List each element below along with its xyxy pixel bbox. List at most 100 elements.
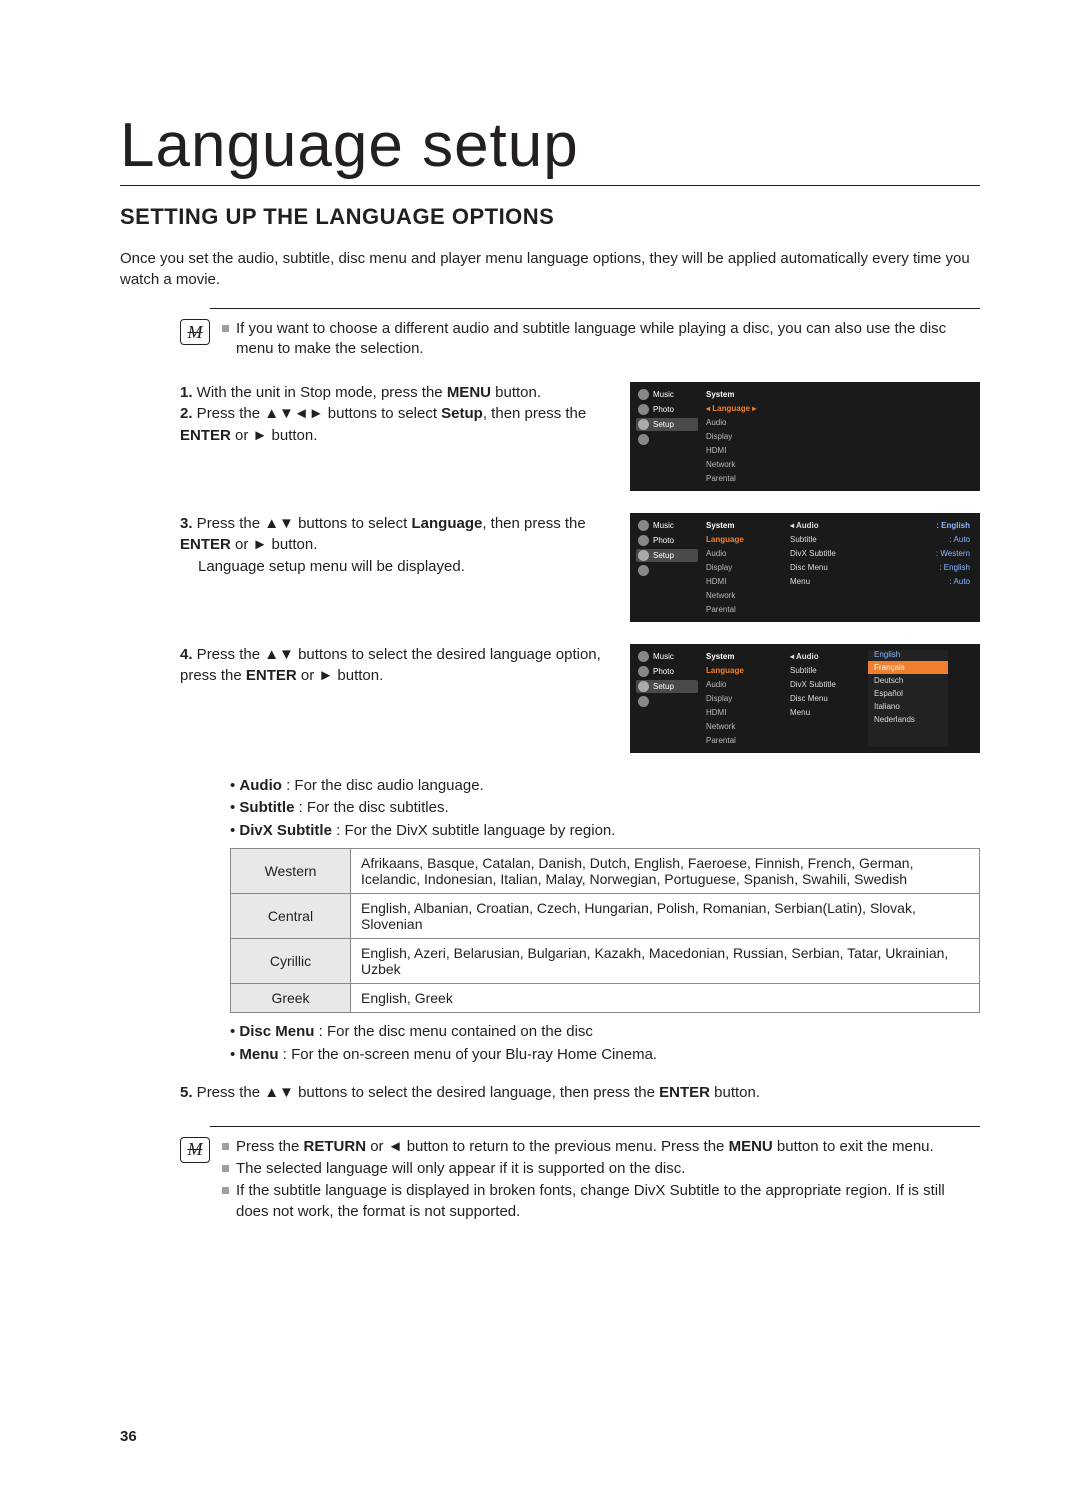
step-number: 3. [180, 515, 193, 532]
step-text: 5. Press the ▲▼ buttons to select the de… [180, 1082, 980, 1104]
photo-icon [638, 404, 649, 415]
m: Parental [702, 603, 782, 616]
section-heading: SETTING UP THE LANGUAGE OPTIONS [120, 204, 980, 230]
t: or ◄ button to return to the previous me… [366, 1138, 729, 1155]
photo-icon [638, 535, 649, 546]
step-number: 5. [180, 1084, 193, 1101]
step-number: 4. [180, 646, 193, 663]
cell: Cyrillic [231, 939, 351, 984]
t: Language [411, 515, 482, 532]
t: : For the disc menu contained on the dis… [314, 1023, 593, 1040]
screenshot-language-dropdown: Music Photo Setup System Language Audio … [630, 644, 980, 753]
t: Language setup menu will be displayed. [198, 556, 610, 578]
note-item: If the subtitle language is displayed in… [222, 1181, 980, 1222]
t: or ► button. [231, 427, 318, 444]
m: Network [702, 589, 782, 602]
m: Language [712, 404, 750, 413]
t: : For the DivX subtitle language by regi… [332, 822, 616, 839]
t: Press the [236, 1138, 304, 1155]
step-row-4: 4. Press the ▲▼ buttons to select the de… [180, 644, 980, 753]
option-definitions: Audio : For the disc audio language. Sub… [230, 775, 980, 1067]
t: ENTER [659, 1084, 710, 1101]
r: Disc Menu [790, 694, 828, 703]
t: Press the ▲▼ buttons to select [193, 515, 412, 532]
l: Photo [653, 536, 674, 545]
gear-icon [638, 681, 649, 692]
m: System [702, 519, 782, 532]
m: HDMI [702, 444, 782, 457]
disc-icon [638, 434, 649, 445]
note-icon: M [180, 1137, 210, 1163]
step-text: 1. With the unit in Stop mode, press the… [180, 382, 610, 447]
t: button. [491, 384, 541, 401]
r: Subtitle [790, 666, 817, 675]
m: Display [702, 430, 782, 443]
l: Setup [653, 682, 674, 691]
t: MENU [729, 1138, 773, 1155]
table-row: Greek English, Greek [231, 984, 980, 1013]
page-title: Language setup [120, 110, 980, 186]
m: Audio [702, 416, 782, 429]
m: Display [702, 692, 782, 705]
step-row-3: 3. Press the ▲▼ buttons to select Langua… [180, 513, 980, 622]
intro-paragraph: Once you set the audio, subtitle, disc m… [120, 248, 980, 290]
v: : English [936, 521, 970, 530]
t: ENTER [180, 536, 231, 553]
m: Display [702, 561, 782, 574]
cell: English, Albanian, Croatian, Czech, Hung… [351, 894, 980, 939]
disc-icon [638, 696, 649, 707]
b: Subtitle [239, 799, 294, 816]
disc-icon [638, 565, 649, 576]
l: Setup [653, 420, 674, 429]
t: , then press the [482, 515, 585, 532]
m: System [702, 650, 782, 663]
note-icon: M [180, 319, 210, 345]
d: Nederlands [868, 713, 948, 726]
music-icon [638, 651, 649, 662]
m: Network [702, 458, 782, 471]
r: DivX Subtitle [790, 549, 836, 558]
d: Français [868, 661, 948, 674]
v: : Western [936, 549, 970, 558]
m: Audio [702, 678, 782, 691]
d: Italiano [868, 700, 948, 713]
table-row: Central English, Albanian, Croatian, Cze… [231, 894, 980, 939]
music-icon [638, 520, 649, 531]
cell: English, Greek [351, 984, 980, 1013]
t: : For the disc subtitles. [294, 799, 448, 816]
m: Audio [702, 547, 782, 560]
m: Language [702, 664, 782, 677]
m: HDMI [702, 706, 782, 719]
step-text: 3. Press the ▲▼ buttons to select Langua… [180, 513, 610, 578]
table-row: Western Afrikaans, Basque, Catalan, Dani… [231, 849, 980, 894]
m: Parental [702, 472, 782, 485]
m: Language [702, 533, 782, 546]
t: or ► button. [231, 536, 318, 553]
table-row: Cyrillic English, Azeri, Belarusian, Bul… [231, 939, 980, 984]
divider [210, 308, 980, 309]
cell: Central [231, 894, 351, 939]
d: Español [868, 687, 948, 700]
note-list: Press the RETURN or ◄ button to return t… [222, 1137, 980, 1224]
step-row-5: 5. Press the ▲▼ buttons to select the de… [180, 1082, 980, 1104]
l: Setup [653, 551, 674, 560]
step-text: 4. Press the ▲▼ buttons to select the de… [180, 644, 610, 688]
t: ENTER [246, 667, 297, 684]
v: : English [939, 563, 970, 572]
t: With the unit in Stop mode, press the [193, 384, 447, 401]
m: HDMI [702, 575, 782, 588]
note-block-bottom: M Press the RETURN or ◄ button to return… [180, 1137, 980, 1224]
step-number: 1. [180, 384, 193, 401]
t: Press the ▲▼ buttons to select the desir… [193, 1084, 660, 1101]
note-item: Press the RETURN or ◄ button to return t… [222, 1137, 980, 1157]
m: Parental [702, 734, 782, 747]
t: Press the ▲▼◄► buttons to select [193, 405, 442, 422]
l: Music [653, 390, 674, 399]
m: ◂ Language ▸ [702, 402, 782, 415]
l: Photo [653, 667, 674, 676]
note-block-top: M If you want to choose a different audi… [180, 319, 980, 362]
t: button to exit the menu. [773, 1138, 934, 1155]
b: DivX Subtitle [239, 822, 332, 839]
cell: English, Azeri, Belarusian, Bulgarian, K… [351, 939, 980, 984]
gear-icon [638, 419, 649, 430]
